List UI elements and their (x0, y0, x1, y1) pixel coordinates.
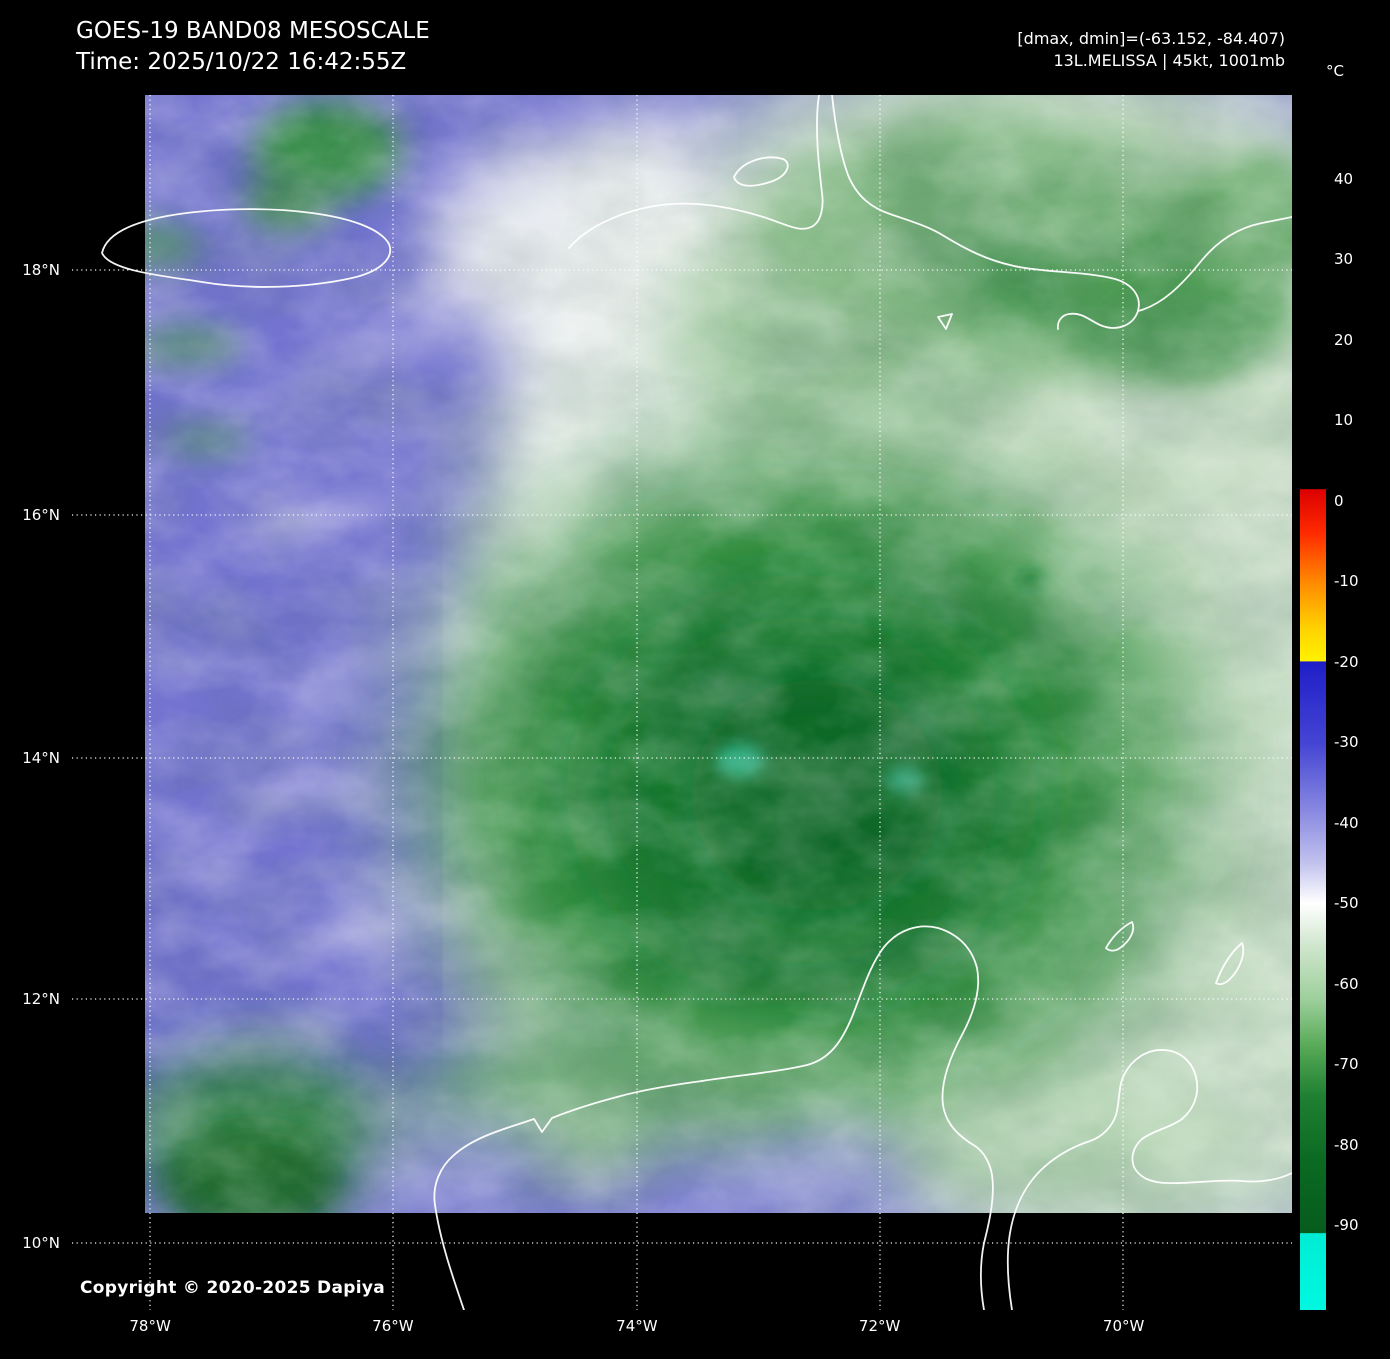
product-title: GOES-19 BAND08 MESOSCALE (76, 18, 430, 44)
coast-gonave-island (733, 156, 789, 187)
coast-dr-southeast (1137, 216, 1292, 312)
colorbar (1300, 95, 1326, 1310)
lon-label: 72°W (858, 1317, 901, 1335)
storm-info: 13L.MELISSA | 45kt, 1001mb (1053, 51, 1285, 70)
colorbar-tick-label: -10 (1334, 572, 1359, 591)
header: GOES-19 BAND08 MESOSCALE Time: 2025/10/2… (76, 16, 430, 78)
lat-label: 12°N (22, 989, 60, 1008)
lon-label: 78°W (129, 1317, 171, 1335)
colorbar-tick-label: -20 (1334, 652, 1359, 671)
lat-label: 16°N (22, 506, 60, 525)
colorbar-tick-label: -80 (1334, 1135, 1359, 1154)
lat-label: 14°N (22, 749, 60, 768)
colorbar-tick-label: -50 (1334, 894, 1359, 913)
header-info: [dmax, dmin]=(-63.152, -84.407) 13L.MELI… (1017, 28, 1285, 72)
lon-label: 74°W (616, 1317, 658, 1335)
data-range: [dmax, dmin]=(-63.152, -84.407) (1017, 29, 1285, 48)
grid-lines (72, 95, 1292, 1310)
satellite-image (72, 95, 1292, 1310)
colorbar-tick-label: 20 (1334, 330, 1354, 349)
colorbar-tick-label: -60 (1334, 974, 1359, 993)
colorbar-tick-label: 0 (1334, 491, 1344, 510)
coast-jamaica (101, 208, 392, 288)
lat-label: 18°N (22, 260, 60, 279)
colorbar-ticks: 40 30 20 10 0 -10 -20 -30 -40 -50 -60 -70 -80 -90 (1334, 95, 1390, 1310)
lon-axis: 78°W 76°W 74°W 72°W 70°W (72, 1317, 1292, 1347)
coast-curacao (1215, 942, 1245, 986)
map-plot: Copyright © 2020-2025 Dapiya (72, 95, 1292, 1310)
colorbar-tick-label: -70 (1334, 1055, 1359, 1074)
copyright: Copyright © 2020-2025 Dapiya (80, 1278, 385, 1298)
coast-guajira (701, 925, 994, 1310)
timestamp: Time: 2025/10/22 16:42:55Z (76, 49, 407, 75)
colorbar-tick-label: 30 (1334, 250, 1354, 269)
coast-haiti-south (568, 95, 824, 249)
lon-label: 76°W (372, 1317, 414, 1335)
coast-beata-island (937, 313, 953, 330)
lon-label: 70°W (1102, 1317, 1145, 1335)
colorbar-tick-label: -90 (1334, 1216, 1359, 1235)
colorbar-tick-label: -40 (1334, 813, 1359, 832)
lat-axis: 18°N 16°N 14°N 12°N 10°N (0, 95, 64, 1310)
coast-hispaniola-south (831, 95, 1140, 330)
water-vapor-field (145, 95, 1292, 1213)
colorbar-tick-label: -30 (1334, 733, 1359, 752)
coast-aruba (1105, 921, 1135, 952)
coastlines (101, 95, 1292, 1310)
lat-label: 10°N (22, 1234, 60, 1253)
coast-colombia (433, 1080, 703, 1310)
colorbar-tick-label: 40 (1334, 169, 1354, 188)
cloud-texture-dark (145, 95, 1292, 1213)
colorbar-unit: °C (1326, 62, 1344, 80)
coast-venezuela-paraguana (1006, 1049, 1292, 1310)
colorbar-tick-label: 10 (1334, 411, 1354, 430)
